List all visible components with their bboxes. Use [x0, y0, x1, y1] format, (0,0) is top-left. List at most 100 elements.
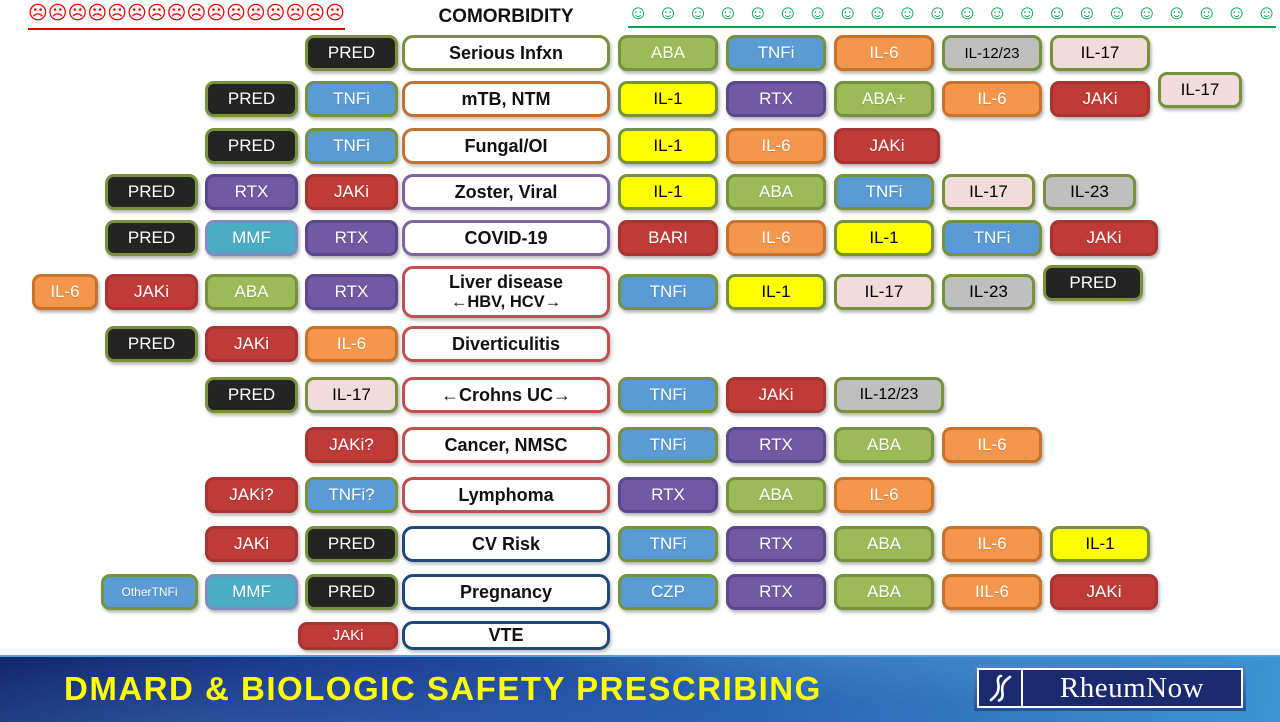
drug-pill-jaki: JAKi: [834, 128, 940, 164]
comorbidity-row: PRED MMF RTX COVID-19 BARI IL-6 IL-1 TNFi JAKi: [0, 220, 1280, 256]
comorbidity-row: JAKi PRED CV Risk TNFi RTX ABA IL-6 IL-1: [0, 526, 1280, 562]
drug-pill-il-1: IL-1: [618, 128, 718, 164]
drug-pill-il-17: IL-17: [1158, 72, 1242, 108]
drug-pill-rtx: RTX: [205, 174, 298, 210]
comorbidity-cell: VTE: [402, 621, 610, 650]
comorbidity-cell: Cancer, NMSC: [402, 427, 610, 463]
comorbidity-cell: CV Risk: [402, 526, 610, 562]
footer-banner: DMARD & BIOLOGIC SAFETY PRESCRIBING Rheu…: [0, 655, 1280, 722]
drug-pill-il-23: IL-23: [942, 274, 1035, 310]
comorbidity-row: PRED IL-17 ←Crohns UC→ TNFi JAKi IL-12/23: [0, 377, 1280, 413]
frowny-faces-strip: ☹☹☹☹☹☹☹☹☹☹☹☹☹☹☹☹: [28, 2, 345, 30]
drug-pill-il-6: IL-6: [834, 35, 934, 71]
comorbidity-row: PRED TNFi Fungal/OI IL-1 IL-6 JAKi: [0, 128, 1280, 164]
drug-pill-czp: CZP: [618, 574, 718, 610]
drug-pill-tnfi: TNFi: [618, 274, 718, 310]
drug-pill-il-12-23: IL-12/23: [834, 377, 944, 413]
drug-pill-aba: ABA: [205, 274, 298, 310]
comorbidity-label: Fungal/OI: [464, 135, 548, 156]
drug-pill-il-17: IL-17: [942, 174, 1035, 210]
comorbidity-cell: Liver disease ←HBV, HCV→: [402, 266, 610, 318]
drug-pill-il-6: IL-6: [305, 326, 398, 362]
drug-pill-jaki-: JAKi?: [205, 477, 298, 513]
drug-pill-tnfi: TNFi: [618, 377, 718, 413]
comorbidity-label: Lymphoma: [458, 484, 554, 505]
rheumnow-logo-frame: RheumNow: [977, 668, 1243, 708]
drug-pill-pred: PRED: [305, 574, 398, 610]
comorbidity-cell: Pregnancy: [402, 574, 610, 610]
comorbidity-box: Fungal/OI: [402, 128, 610, 164]
preferred-drugs-zone: BARI IL-6 IL-1 TNFi JAKi: [618, 220, 1280, 256]
avoid-drugs-zone: PRED JAKi IL-6: [0, 326, 398, 362]
comorbidity-box: Pregnancy: [402, 574, 610, 610]
comorbidity-label: ←Crohns UC→: [441, 384, 571, 405]
comorbidity-box: ←Crohns UC→: [402, 377, 610, 413]
drug-pill-il-6: IL-6: [942, 81, 1042, 117]
comorbidity-cell: mTB, NTM: [402, 81, 610, 117]
drug-pill-jaki-: JAKi?: [305, 427, 398, 463]
comorbidity-box: mTB, NTM: [402, 81, 610, 117]
comorbidity-row: PRED JAKi IL-6 Diverticulitis: [0, 326, 1280, 362]
comorbidity-box: Zoster, Viral: [402, 174, 610, 210]
comorbidity-box: Lymphoma: [402, 477, 610, 513]
drug-pill-il-1: IL-1: [726, 274, 826, 310]
drug-pill-pred: PRED: [205, 128, 298, 164]
drug-pill-tnfi-: TNFi?: [305, 477, 398, 513]
drug-pill-il-17: IL-17: [1050, 35, 1150, 71]
drug-pill-jaki: JAKi: [298, 621, 398, 650]
drug-pill-rtx: RTX: [726, 427, 826, 463]
drug-pill-tnfi: TNFi: [618, 526, 718, 562]
drug-pill-tnfi: TNFi: [305, 81, 398, 117]
comorbidity-box: CV Risk: [402, 526, 610, 562]
drug-pill-rtx: RTX: [305, 220, 398, 256]
joint-icon: [979, 670, 1023, 706]
preferred-drugs-zone: ABA TNFi IL-6 IL-12/23 IL-17: [618, 35, 1280, 71]
drug-pill-mmf: MMF: [205, 220, 298, 256]
drug-pill-il-1: IL-1: [834, 220, 934, 256]
preferred-drugs-zone: TNFi JAKi IL-12/23: [618, 377, 1280, 413]
comorbidity-box: VTE: [402, 621, 610, 650]
drug-pill-tnfi: TNFi: [834, 174, 934, 210]
preferred-drugs-zone: IL-1 ABA TNFi IL-17 IL-23: [618, 174, 1280, 210]
drug-pill-tnfi: TNFi: [942, 220, 1042, 256]
comorbidity-row: PRED TNFi mTB, NTM IL-1 RTX ABA+ IL-6 JAKi IL-17: [0, 72, 1280, 117]
comorbidity-label: CV Risk: [471, 533, 541, 554]
comorbidity-row: JAKi? Cancer, NMSC TNFi RTX ABA IL-6: [0, 427, 1280, 463]
drug-pill-il-17: IL-17: [305, 377, 398, 413]
comorbidity-label: VTE: [488, 625, 524, 646]
comorbidity-cell: Zoster, Viral: [402, 174, 610, 210]
comorbidity-box: COVID-19: [402, 220, 610, 256]
comorbidity-label: Cancer, NMSC: [444, 434, 568, 455]
avoid-drugs-zone: PRED RTX JAKi: [0, 174, 398, 210]
drug-pill-aba: ABA: [726, 477, 826, 513]
comorbidity-cell: ←Crohns UC→: [402, 377, 610, 413]
comorbidity-column-header: COMORBIDITY: [438, 6, 574, 27]
drug-pill-il-6: IL-6: [834, 477, 934, 513]
drug-pill-pred: PRED: [305, 35, 398, 71]
drug-pill-pred: PRED: [305, 526, 398, 562]
preferred-drugs-zone: [618, 621, 1280, 650]
drug-pill-tnfi: TNFi: [305, 128, 398, 164]
drug-pill-il-1: IL-1: [1050, 526, 1150, 562]
comorbidity-row: JAKi? TNFi? Lymphoma RTX ABA IL-6: [0, 477, 1280, 513]
comorbidity-row: PRED Serious Infxn ABA TNFi IL-6 IL-12/23 IL-1…: [0, 35, 1280, 71]
drug-pill-tnfi: TNFi: [618, 427, 718, 463]
comorbidity-label: COVID-19: [464, 227, 548, 248]
drug-pill-aba: ABA: [618, 35, 718, 71]
avoid-drugs-zone: PRED IL-17: [0, 377, 398, 413]
comorbidity-row: PRED RTX JAKi Zoster, Viral IL-1 ABA TNFi IL-17…: [0, 174, 1280, 210]
preferred-drugs-zone: IL-1 IL-6 JAKi: [618, 128, 1280, 164]
drug-pill-rtx: RTX: [726, 81, 826, 117]
comorbidity-label: Pregnancy: [459, 581, 553, 602]
drug-pill-jaki: JAKi: [205, 526, 298, 562]
avoid-drugs-zone: PRED TNFi: [0, 81, 398, 117]
drug-pill-pred: PRED: [105, 326, 198, 362]
comorbidity-cell: COVID-19: [402, 220, 610, 256]
avoid-drugs-zone: JAKi? TNFi?: [0, 477, 398, 513]
drug-pill-aba: ABA: [834, 526, 934, 562]
drug-pill-il-1: IL-1: [618, 81, 718, 117]
preferred-drugs-zone: TNFi RTX ABA IL-6 IL-1: [618, 526, 1280, 562]
drug-pill-jaki: JAKi: [105, 274, 198, 310]
preferred-drugs-zone: RTX ABA IL-6: [618, 477, 1280, 513]
comorbidity-label: Zoster, Viral: [454, 181, 558, 202]
